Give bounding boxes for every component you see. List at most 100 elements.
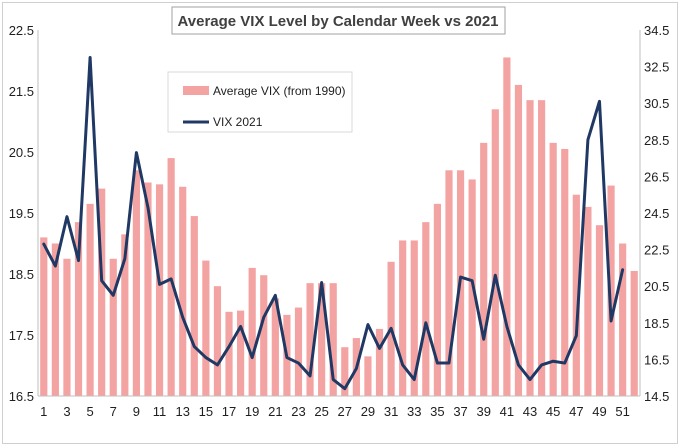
x-tick-label: 7 [110, 404, 117, 419]
x-tick-label: 43 [523, 404, 537, 419]
x-tick-label: 31 [384, 404, 398, 419]
y-left-tick-label: 20.5 [9, 145, 34, 160]
line-series [42, 55, 625, 391]
y-right-tick-label: 24.5 [644, 206, 669, 221]
y-left-tick-label: 17.5 [9, 328, 34, 343]
x-tick-label: 41 [500, 404, 514, 419]
x-tick-label: 33 [407, 404, 421, 419]
x-tick-label: 37 [453, 404, 467, 419]
bar-week-9 [132, 170, 140, 396]
bar-week-41 [503, 57, 511, 396]
bar-week-15 [202, 260, 210, 396]
y-right-tick-label: 32.5 [644, 60, 669, 75]
legend-swatch-bar [183, 86, 209, 95]
bar-week-23 [294, 307, 303, 396]
x-tick-label: 29 [361, 404, 375, 419]
bar-week-10 [144, 182, 152, 396]
bar-week-4 [74, 222, 83, 396]
x-tick-label: 17 [222, 404, 236, 419]
bar-week-2 [51, 243, 59, 396]
legend: Average VIX (from 1990) VIX 2021 [167, 71, 353, 133]
bar-week-29 [364, 356, 372, 396]
bar-week-8 [121, 234, 129, 396]
bar-week-51 [619, 243, 627, 396]
y-right-tick-label: 16.5 [644, 352, 669, 367]
y-right-tick-label: 26.5 [644, 169, 669, 184]
y-right-tick-label: 28.5 [644, 133, 669, 148]
bar-week-32 [399, 240, 407, 396]
x-tick-label: 35 [430, 404, 444, 419]
x-tick-label: 11 [153, 404, 167, 419]
bar-week-34 [422, 222, 430, 396]
bar-week-35 [433, 203, 441, 396]
x-tick-label: 1 [40, 404, 47, 419]
bar-series [40, 57, 638, 397]
bar-week-20 [260, 275, 268, 396]
bar-week-36 [445, 170, 453, 396]
bar-week-14 [190, 216, 198, 396]
bar-week-18 [237, 310, 245, 396]
bar-week-26 [329, 283, 337, 396]
x-tick-label: 3 [63, 404, 70, 419]
x-tick-label: 23 [291, 404, 305, 419]
y-left-tick-label: 18.5 [9, 267, 34, 282]
y-right-tick-label: 14.5 [644, 389, 669, 404]
x-axis-ticks: 1 3 5 7 9 11 13 15 17 19 21 23 25 27 29 31 33 35 37 39 41 43 4… [40, 404, 630, 419]
y-left-tick-label: 22.5 [9, 23, 34, 38]
bar-week-7 [109, 258, 117, 396]
legend-label-line: VIX 2021 [213, 115, 263, 129]
bar-week-21 [271, 298, 279, 396]
y-right-tick-label: 34.5 [644, 23, 669, 38]
x-tick-label: 27 [338, 404, 352, 419]
bar-week-52 [630, 270, 638, 396]
bar-week-42 [514, 84, 523, 397]
chart-title-box [171, 6, 506, 35]
x-tick-label: 19 [245, 404, 259, 419]
bar-week-12 [167, 158, 175, 396]
x-tick-label: 5 [86, 404, 93, 419]
bar-week-6 [98, 188, 106, 396]
x-tick-label: 9 [133, 404, 140, 419]
bar-week-46 [561, 148, 569, 396]
bar-week-13 [179, 186, 187, 396]
bar-week-50 [607, 185, 615, 396]
bar-week-24 [306, 283, 314, 396]
bar-week-48 [584, 206, 592, 396]
bar-week-19 [248, 267, 256, 396]
x-tick-label: 21 [268, 404, 282, 419]
y-left-tick-label: 19.5 [9, 206, 34, 221]
x-tick-label: 13 [175, 404, 189, 419]
bar-week-1 [40, 237, 48, 396]
x-tick-label: 45 [546, 404, 560, 419]
x-tick-label: 49 [592, 404, 606, 419]
bar-week-27 [341, 347, 349, 396]
bar-week-16 [213, 286, 222, 396]
y-axis-left-ticks: 16.5 17.5 18.5 19.5 20.5 21.5 22.5 [9, 23, 34, 404]
bar-week-45 [549, 142, 557, 396]
bar-week-49 [595, 225, 604, 396]
x-tick-label: 25 [314, 404, 328, 419]
y-right-tick-label: 22.5 [644, 243, 669, 258]
y-right-tick-label: 30.5 [644, 96, 669, 111]
y-left-tick-label: 21.5 [9, 84, 34, 99]
y-axis-right-ticks: 14.5 16.5 18.5 20.5 22.5 24.5 26.5 28.5 30.5 32.5… [644, 23, 669, 404]
bar-week-30 [375, 328, 384, 396]
chart-title: Average VIX Level by Calendar Week vs 20… [177, 13, 498, 30]
legend-label-bar: Average VIX (from 1990) [213, 84, 346, 98]
x-tick-label: 47 [569, 404, 583, 419]
bar-week-47 [572, 194, 580, 396]
x-tick-label: 51 [615, 404, 629, 419]
bar-week-25 [318, 283, 326, 396]
y-right-tick-label: 18.5 [644, 316, 669, 331]
bar-week-17 [225, 311, 233, 396]
bar-week-33 [410, 240, 418, 396]
bar-week-11 [155, 184, 164, 396]
bar-week-5 [86, 203, 94, 396]
bar-week-39 [480, 142, 488, 396]
y-left-tick-label: 16.5 [9, 389, 34, 404]
bar-week-43 [526, 100, 534, 397]
bar-week-40 [491, 109, 499, 397]
bar-week-3 [63, 258, 71, 396]
x-tick-label: 15 [199, 404, 213, 419]
